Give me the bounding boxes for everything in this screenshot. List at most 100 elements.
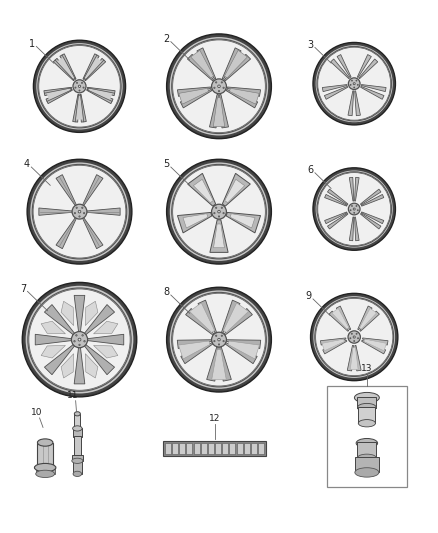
Polygon shape: [336, 306, 351, 330]
Text: 7: 7: [20, 284, 26, 294]
Ellipse shape: [357, 84, 358, 85]
Ellipse shape: [28, 288, 131, 391]
Bar: [358, 407, 375, 423]
Ellipse shape: [348, 203, 360, 215]
Ellipse shape: [173, 40, 265, 133]
Ellipse shape: [169, 289, 269, 390]
Ellipse shape: [76, 207, 78, 208]
Polygon shape: [224, 309, 252, 335]
Polygon shape: [223, 303, 248, 333]
Polygon shape: [82, 217, 103, 249]
Polygon shape: [347, 345, 353, 371]
Ellipse shape: [353, 83, 355, 85]
Ellipse shape: [25, 285, 134, 394]
Ellipse shape: [81, 82, 83, 84]
Ellipse shape: [218, 338, 220, 341]
Ellipse shape: [36, 470, 55, 478]
Polygon shape: [180, 90, 212, 108]
Polygon shape: [360, 311, 379, 332]
Ellipse shape: [355, 468, 379, 477]
Polygon shape: [85, 58, 106, 80]
Ellipse shape: [353, 336, 355, 338]
Polygon shape: [194, 179, 213, 203]
Polygon shape: [360, 213, 381, 229]
Polygon shape: [212, 350, 226, 380]
Polygon shape: [53, 58, 74, 80]
Ellipse shape: [173, 165, 265, 258]
Polygon shape: [361, 195, 384, 206]
Text: 9: 9: [306, 292, 312, 301]
Bar: [237, 442, 243, 454]
Ellipse shape: [218, 85, 220, 87]
Polygon shape: [223, 173, 250, 206]
Bar: [172, 442, 178, 454]
Ellipse shape: [311, 293, 398, 381]
Ellipse shape: [317, 172, 392, 246]
Polygon shape: [57, 58, 74, 79]
Ellipse shape: [218, 91, 220, 92]
Text: 13: 13: [361, 364, 373, 373]
Polygon shape: [61, 301, 74, 326]
Polygon shape: [322, 85, 347, 92]
Polygon shape: [88, 88, 112, 100]
Polygon shape: [61, 354, 74, 378]
Polygon shape: [361, 85, 386, 92]
Polygon shape: [190, 303, 215, 333]
Polygon shape: [226, 213, 261, 233]
Ellipse shape: [29, 161, 130, 262]
Polygon shape: [332, 308, 349, 329]
Bar: [73, 429, 82, 437]
Ellipse shape: [39, 45, 120, 127]
Polygon shape: [181, 343, 213, 364]
Polygon shape: [191, 50, 214, 78]
Ellipse shape: [350, 84, 351, 85]
Polygon shape: [87, 87, 115, 95]
Ellipse shape: [73, 80, 86, 93]
Polygon shape: [47, 88, 71, 100]
Ellipse shape: [72, 204, 87, 219]
Ellipse shape: [74, 213, 76, 214]
Text: 1: 1: [29, 39, 35, 49]
Polygon shape: [85, 354, 98, 378]
Ellipse shape: [71, 332, 88, 348]
Ellipse shape: [212, 332, 226, 347]
Polygon shape: [187, 54, 214, 81]
Ellipse shape: [35, 42, 124, 131]
Text: 5: 5: [163, 159, 170, 169]
Polygon shape: [322, 339, 344, 351]
Ellipse shape: [356, 205, 357, 206]
Ellipse shape: [37, 439, 53, 446]
Text: 4: 4: [24, 159, 30, 169]
Polygon shape: [357, 54, 371, 77]
Polygon shape: [177, 87, 211, 96]
Polygon shape: [35, 334, 72, 345]
Polygon shape: [230, 88, 259, 104]
Ellipse shape: [218, 216, 220, 217]
Polygon shape: [363, 338, 388, 345]
Polygon shape: [46, 89, 72, 103]
Polygon shape: [56, 175, 77, 206]
Text: 11: 11: [67, 391, 79, 400]
Ellipse shape: [221, 82, 223, 83]
Polygon shape: [56, 217, 77, 249]
Polygon shape: [348, 91, 354, 116]
Ellipse shape: [35, 463, 56, 472]
Polygon shape: [85, 301, 98, 326]
Polygon shape: [227, 87, 261, 96]
Ellipse shape: [356, 333, 357, 334]
Ellipse shape: [212, 79, 226, 94]
Ellipse shape: [315, 169, 394, 248]
Polygon shape: [222, 48, 241, 79]
Ellipse shape: [84, 341, 85, 342]
Polygon shape: [325, 195, 347, 206]
Polygon shape: [355, 177, 359, 201]
Ellipse shape: [76, 82, 78, 84]
Polygon shape: [87, 89, 113, 103]
Ellipse shape: [354, 87, 355, 88]
Polygon shape: [179, 88, 208, 104]
Polygon shape: [358, 306, 372, 330]
Ellipse shape: [215, 82, 217, 83]
Ellipse shape: [32, 164, 127, 259]
Polygon shape: [94, 345, 118, 358]
Ellipse shape: [317, 46, 392, 121]
